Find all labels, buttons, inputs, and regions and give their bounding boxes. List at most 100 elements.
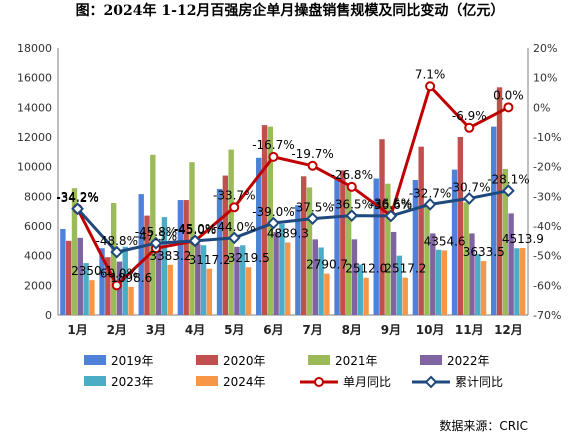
- y-tick-label: 2000: [24, 279, 52, 292]
- x-tick-label: 7月: [302, 323, 322, 337]
- data-label: 3219.5: [228, 251, 270, 265]
- line-point: [267, 216, 280, 230]
- y2-tick-label: -60%: [533, 279, 561, 292]
- y-tick-label: 16000: [17, 72, 52, 85]
- chart-title: 图：2024年 1-12月百强房企单月操盘销售规模及同比变动（亿元）: [76, 2, 505, 19]
- data-label: -33.7%: [213, 188, 255, 202]
- legend-marker: [424, 375, 438, 389]
- data-label: -34.2%: [56, 190, 98, 204]
- bar: [295, 205, 301, 315]
- data-label: -45.0%: [174, 223, 216, 237]
- y2-tick-label: -10%: [533, 131, 561, 144]
- bar: [138, 194, 144, 315]
- legend-swatch: [308, 355, 330, 365]
- bar: [222, 175, 229, 315]
- bar: [379, 139, 385, 315]
- y2-tick-label: 0%: [533, 101, 550, 114]
- data-label: -19.7%: [291, 147, 333, 161]
- data-label: 3633.5: [463, 245, 505, 259]
- bar: [412, 180, 419, 315]
- y2-tick-label: 10%: [533, 72, 557, 85]
- y-tick-label: 18000: [17, 42, 52, 55]
- bar: [183, 200, 189, 315]
- legend-label: 2024年: [223, 375, 266, 389]
- y-tick-label: 6000: [24, 220, 52, 233]
- bar: [441, 250, 448, 315]
- bar: [396, 255, 403, 315]
- line-point: [346, 181, 357, 192]
- bar: [161, 217, 168, 315]
- bar: [83, 263, 89, 315]
- line-point: [188, 234, 202, 248]
- data-label: 2350.1: [71, 264, 113, 278]
- bar: [318, 247, 324, 315]
- data-label: 1898.6: [110, 271, 152, 285]
- bar: [155, 243, 162, 315]
- legend-label: 2019年: [111, 354, 154, 368]
- data-label: -37.5%: [291, 201, 333, 215]
- line-point: [503, 102, 514, 113]
- data-label: -36.5%: [370, 197, 412, 211]
- legend-label: 2020年: [223, 354, 266, 368]
- bar: [351, 239, 358, 315]
- bar: [150, 154, 156, 315]
- line-point: [268, 151, 279, 162]
- bar: [99, 248, 105, 315]
- line-point: [425, 81, 436, 92]
- legend-label: 2022年: [447, 354, 490, 368]
- bar: [514, 248, 520, 315]
- data-label: 3117.2: [189, 253, 231, 267]
- y2-tick-label: -50%: [533, 250, 561, 263]
- data-label: -30.7%: [448, 180, 490, 194]
- data-label: 3383.2: [149, 249, 191, 263]
- data-label: -36.6%: [370, 198, 412, 212]
- data-label: -28.1%: [487, 173, 529, 187]
- bar: [234, 246, 240, 315]
- bar: [502, 168, 509, 315]
- bar: [457, 137, 464, 315]
- bar: [418, 146, 424, 315]
- data-label: -34.2%: [56, 191, 98, 205]
- bar: [334, 177, 340, 315]
- bar: [200, 245, 207, 315]
- data-label: -36.5%: [331, 198, 373, 212]
- bar: [491, 126, 497, 316]
- data-label: 2517.2: [384, 262, 426, 276]
- legend-label: 单月同比: [343, 375, 391, 389]
- x-tick-label: 11月: [455, 323, 484, 337]
- bar: [216, 188, 223, 315]
- bar: [60, 228, 66, 315]
- bar: [475, 254, 481, 315]
- bar: [306, 187, 313, 315]
- bar: [144, 215, 150, 315]
- bar: [177, 200, 184, 315]
- data-label: -45.8%: [135, 225, 177, 239]
- data-label: -47.5%: [135, 229, 177, 243]
- line-point: [502, 184, 515, 198]
- bar: [105, 257, 111, 315]
- bar: [312, 239, 318, 315]
- bar: [463, 202, 469, 315]
- bar: [430, 233, 436, 315]
- bar: [357, 264, 363, 315]
- bar: [195, 243, 201, 315]
- y-tick-label: 14000: [17, 101, 52, 114]
- bar: [167, 264, 173, 315]
- x-tick-label: 8月: [342, 323, 362, 337]
- bar: [385, 183, 391, 315]
- x-tick-label: 3月: [146, 323, 166, 337]
- line-point: [307, 160, 318, 171]
- bar: [469, 233, 475, 315]
- data-label: -39.0%: [252, 205, 294, 219]
- bar: [110, 203, 117, 315]
- data-source: 数据来源：CRIC: [439, 418, 528, 433]
- bar: [279, 223, 285, 315]
- legend-swatch: [196, 355, 218, 365]
- bar: [435, 249, 442, 315]
- bar: [89, 280, 95, 315]
- data-label: -16.7%: [252, 138, 294, 152]
- bar: [256, 157, 262, 315]
- legend-label: 累计同比: [455, 375, 503, 389]
- data-label: -48.8%: [96, 234, 138, 248]
